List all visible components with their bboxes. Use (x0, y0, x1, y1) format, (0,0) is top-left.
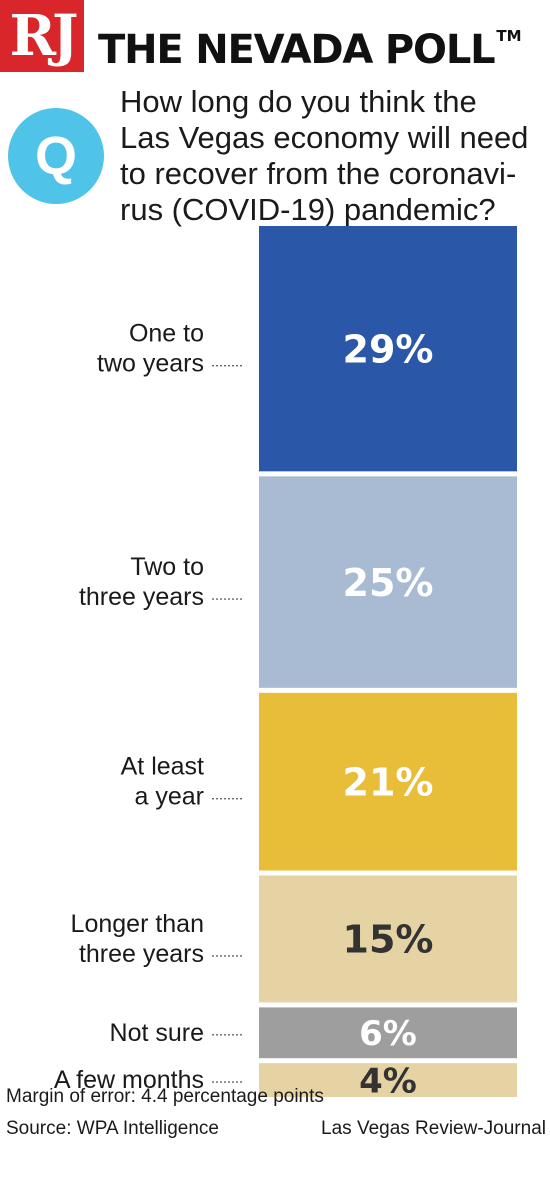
bar-segment-one-to-two-years (259, 226, 517, 472)
value-label: 4% (359, 1061, 417, 1101)
bar-segment-at-least-a-year (259, 692, 517, 871)
question-line: to recover from the coronavi- (120, 156, 517, 191)
margin-of-error: Margin of error: 4.4 percentage points (6, 1086, 324, 1107)
bar-segment-a-few-months (259, 1063, 517, 1097)
bar-segment-longer-than-three-years (259, 875, 517, 1003)
question-line: How long do you think the (120, 84, 477, 119)
footer: Margin of error: 4.4 percentage points S… (0, 1086, 550, 1200)
category-label: two years (97, 350, 204, 378)
question-line: rus (COVID-19) pandemic? (120, 192, 496, 227)
question-text: How long do you think the Las Vegas econ… (120, 84, 545, 228)
category-label: Two to (130, 553, 204, 581)
category-label: Longer than (71, 910, 204, 938)
header: RJ THE NEVADA POLL TM (0, 0, 550, 76)
question-badge: Q (8, 108, 104, 204)
value-label: 6% (359, 1014, 417, 1054)
bar-segment-two-to-three-years (259, 476, 517, 688)
category-label: Not sure (110, 1019, 204, 1047)
category-label: three years (79, 583, 204, 611)
category-label: A few months (54, 1066, 204, 1094)
category-label: One to (129, 320, 204, 348)
value-label: 21% (343, 760, 434, 804)
bar-segment-not-sure (259, 1007, 517, 1059)
rj-logo: RJ (0, 0, 84, 72)
category-label: three years (79, 940, 204, 968)
category-label: At least (121, 753, 204, 781)
question-line: Las Vegas economy will need (120, 120, 529, 155)
source: Source: WPA Intelligence (6, 1118, 219, 1139)
credit: Las Vegas Review-Journal (321, 1118, 546, 1139)
category-label: a year (135, 783, 204, 811)
poll-title: THE NEVADA POLL TM (98, 0, 522, 73)
value-label: 25% (343, 561, 434, 605)
poll-title-text: THE NEVADA POLL (98, 27, 496, 73)
value-label: 29% (343, 327, 434, 371)
trademark: TM (496, 27, 522, 45)
value-label: 15% (343, 918, 434, 962)
